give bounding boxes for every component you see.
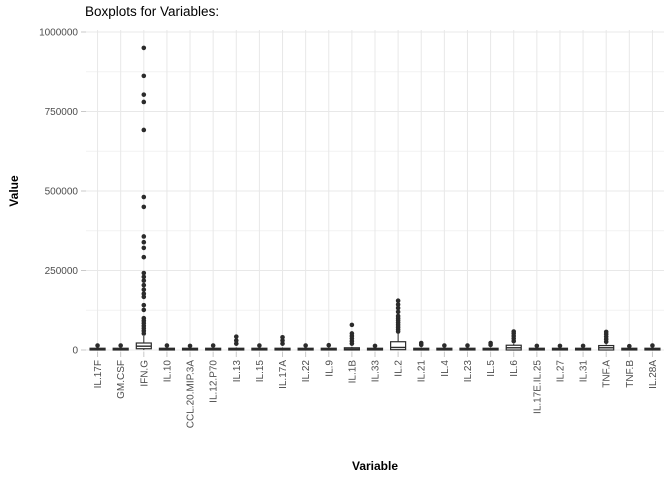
outlier-point xyxy=(141,274,147,280)
outlier-point xyxy=(580,343,586,349)
outlier-point xyxy=(465,343,470,348)
y-axis-title: Value xyxy=(7,175,21,207)
x-axis-title: Variable xyxy=(351,459,399,473)
x-tick-label: IL.28A xyxy=(648,360,659,389)
outlier-point xyxy=(141,194,147,200)
outlier-point xyxy=(603,329,609,335)
x-tick-label: IL.15 xyxy=(255,360,266,383)
outlier-point xyxy=(141,287,147,292)
y-tick-label: 1000000 xyxy=(39,28,78,39)
outlier-point xyxy=(141,73,147,79)
outlier-point xyxy=(557,343,563,349)
outlier-point xyxy=(442,343,447,348)
outlier-point xyxy=(141,291,147,297)
outlier-point xyxy=(141,302,147,308)
x-tick-label: IL.13 xyxy=(232,360,243,383)
x-tick-label: IL.9 xyxy=(324,360,335,377)
outlier-point xyxy=(233,338,239,343)
outlier-point xyxy=(141,92,147,97)
x-tick-label: IL.23 xyxy=(463,360,474,383)
outlier-point xyxy=(164,343,170,348)
x-tick-label: IL.31 xyxy=(579,360,590,383)
x-tick-label: GM.CSF xyxy=(116,360,127,399)
x-tick-label: IL.2 xyxy=(394,360,405,377)
x-tick-label: IL.4 xyxy=(440,360,451,377)
x-tick-label: IL.21 xyxy=(417,360,428,383)
x-tick-label: IL.12.P70 xyxy=(209,360,220,403)
outlier-point xyxy=(210,343,216,348)
outlier-point xyxy=(141,307,147,313)
outlier-point xyxy=(418,340,424,346)
outlier-point xyxy=(141,278,147,283)
outlier-point xyxy=(280,341,285,346)
outlier-point xyxy=(395,298,401,304)
outlier-point xyxy=(326,342,332,348)
outlier-point xyxy=(141,204,147,210)
outlier-point xyxy=(95,343,100,348)
plot-title: Boxplots for Variables: xyxy=(85,4,220,19)
outlier-point xyxy=(372,343,378,349)
outlier-point xyxy=(511,329,517,334)
outlier-point xyxy=(141,315,147,321)
outlier-point xyxy=(141,234,147,239)
x-tick-label: IL.22 xyxy=(301,360,312,383)
outlier-point xyxy=(280,334,285,340)
outlier-point xyxy=(141,45,147,51)
x-tick-label: IL.6 xyxy=(509,360,520,377)
outlier-point xyxy=(280,338,285,343)
y-tick-label: 250000 xyxy=(45,266,79,277)
outlier-point xyxy=(650,343,655,348)
x-tick-label: IL.27 xyxy=(555,360,566,383)
outlier-point xyxy=(233,334,239,339)
outlier-point xyxy=(349,322,355,328)
outlier-point xyxy=(488,340,493,346)
x-tick-label: IFN.G xyxy=(139,360,150,387)
outlier-point xyxy=(141,270,147,276)
x-tick-label: IL.10 xyxy=(162,360,173,383)
outlier-point xyxy=(303,343,308,348)
outlier-point xyxy=(233,341,239,346)
outlier-point xyxy=(627,343,632,349)
outlier-point xyxy=(257,343,262,348)
x-tick-label: IL.17A xyxy=(278,360,289,389)
outlier-point xyxy=(141,254,147,260)
outlier-point xyxy=(141,239,147,245)
y-tick-label: 0 xyxy=(72,346,78,357)
outlier-point xyxy=(534,343,540,349)
outlier-point xyxy=(141,245,147,251)
box-IL.2 xyxy=(390,341,407,351)
outlier-point xyxy=(141,99,147,105)
outlier-point xyxy=(141,127,147,133)
outlier-point xyxy=(118,343,123,348)
outlier-point xyxy=(395,302,401,307)
outlier-point xyxy=(349,331,355,336)
outlier-point xyxy=(141,294,147,300)
outlier-point xyxy=(395,305,401,311)
x-tick-label: TNF.A xyxy=(602,360,613,388)
x-tick-label: IL.33 xyxy=(371,360,382,383)
y-tick-label: 750000 xyxy=(45,107,79,118)
x-tick-label: TNF.B xyxy=(625,360,636,388)
outlier-point xyxy=(395,313,401,319)
x-tick-label: IL.1B xyxy=(347,360,358,384)
outlier-point xyxy=(187,343,193,349)
x-tick-label: IL.17E.IL.25 xyxy=(532,360,543,414)
outlier-point xyxy=(395,309,401,315)
y-tick-label: 500000 xyxy=(45,187,79,198)
x-tick-label: CCL.20.MIP.3A xyxy=(186,360,197,429)
x-tick-label: IL.5 xyxy=(486,360,497,377)
x-tick-label: IL.17F xyxy=(93,360,104,388)
outlier-point xyxy=(141,282,147,288)
